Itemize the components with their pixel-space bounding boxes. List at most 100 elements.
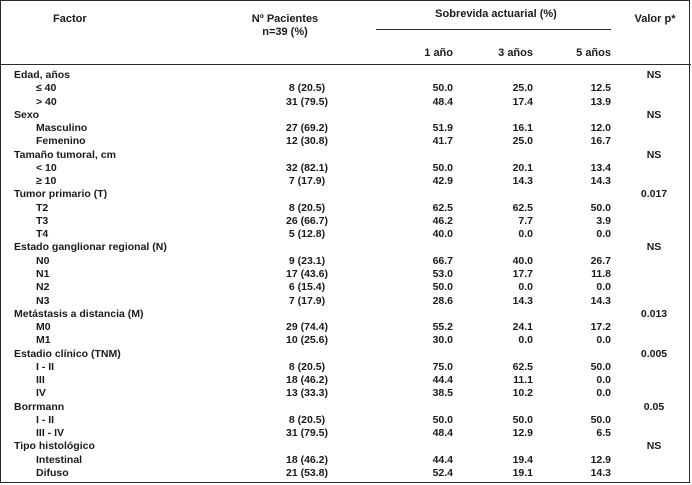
survival-3-years: 19.4 (512, 453, 533, 466)
category-label: I - II (36, 413, 55, 426)
category-label: N2 (36, 281, 50, 294)
survival-1-year: 50.0 (432, 161, 453, 174)
patients-count: 5 (12.8) (288, 228, 326, 241)
survival-5-years: 3.9 (596, 214, 611, 227)
header-year3: 3 años (498, 47, 533, 59)
survival-5-years: 0.0 (596, 281, 611, 294)
table-row: > 40 31 (79.5) 48.4 17.4 13.9 (1, 96, 691, 109)
survival-3-years: 10.2 (512, 387, 533, 400)
survival-5-years: 0.0 (596, 228, 611, 241)
category-label: Masculino (36, 122, 88, 135)
survival-3-years: 25.0 (512, 82, 533, 95)
group-row: Tipo histológico NS (1, 440, 691, 453)
category-label: III (36, 374, 45, 387)
group-row: Estado ganglionar regional (N) NS (1, 241, 691, 254)
survival-1-year: 50.0 (432, 281, 453, 294)
patients-count: 17 (43.6) (285, 267, 329, 280)
survival-5-years: 12.5 (590, 82, 611, 95)
table-row: T3 26 (66.7) 46.2 7.7 3.9 (1, 215, 691, 228)
patients-count: 31 (79.5) (285, 427, 329, 440)
patients-count: 13 (33.3) (285, 387, 329, 400)
survival-1-year: 41.7 (432, 135, 453, 148)
factor-label: Tamaño tumoral, cm (14, 148, 116, 161)
survival-3-years: 20.1 (512, 161, 533, 174)
patients-count: 8 (20.5) (288, 201, 326, 214)
survival-1-year: 62.5 (432, 201, 453, 214)
header-year5: 5 años (576, 47, 611, 59)
category-label: T3 (36, 214, 49, 227)
table-row: III 18 (46.2) 44.4 11.1 0.0 (1, 374, 691, 387)
header-patients-n: n=39 (%) (262, 26, 308, 38)
survival-3-years: 0.0 (518, 334, 533, 347)
category-label: Femenino (36, 135, 86, 148)
survival-5-years: 50.0 (590, 360, 611, 373)
table-row: T2 8 (20.5) 62.5 62.5 50.0 (1, 202, 691, 215)
p-value: 0.05 (643, 400, 665, 413)
factor-label: Tipo histológico (14, 440, 95, 453)
p-value: 0.013 (640, 307, 668, 320)
patients-count: 12 (30.8) (285, 135, 329, 148)
table-row: IV 13 (33.3) 38.5 10.2 0.0 (1, 387, 691, 400)
survival-3-years: 7.7 (518, 214, 533, 227)
category-label: Difuso (36, 466, 69, 479)
survival-1-year: 50.0 (432, 82, 453, 95)
survival-5-years: 14.3 (590, 294, 611, 307)
category-label: I - II (36, 360, 55, 373)
category-label: IV (36, 387, 46, 400)
category-label: T4 (36, 228, 49, 241)
survival-3-years: 62.5 (512, 360, 533, 373)
survival-1-year: 44.4 (432, 453, 453, 466)
survival-1-year: 44.4 (432, 374, 453, 387)
survival-5-years: 12.9 (590, 453, 611, 466)
survival-1-year: 66.7 (432, 254, 453, 267)
survival-5-years: 16.7 (590, 135, 611, 148)
survival-5-years: 14.3 (590, 466, 611, 479)
category-label: N3 (36, 294, 50, 307)
table-row: < 10 32 (82.1) 50.0 20.1 13.4 (1, 162, 691, 175)
survival-5-years: 14.3 (590, 175, 611, 188)
group-row: Tamaño tumoral, cm NS (1, 149, 691, 162)
survival-5-years: 26.7 (590, 254, 611, 267)
table-row: Femenino 12 (30.8) 41.7 25.0 16.7 (1, 135, 691, 148)
category-label: > 40 (36, 95, 57, 108)
patients-count: 8 (20.5) (288, 413, 326, 426)
survival-3-years: 62.5 (512, 201, 533, 214)
factor-label: Edad, años (14, 69, 71, 81)
factor-label: Sexo (14, 108, 40, 121)
category-label: Intestinal (36, 453, 83, 466)
survival-1-year: 48.4 (432, 427, 453, 440)
table-row: M0 29 (74.4) 55.2 24.1 17.2 (1, 321, 691, 334)
patients-count: 29 (74.4) (285, 321, 329, 334)
survival-1-year: 28.6 (432, 294, 453, 307)
survival-5-years: 0.0 (596, 387, 611, 400)
survival-1-year: 51.9 (432, 122, 453, 135)
table-row: ≥ 10 7 (17.9) 42.9 14.3 14.3 (1, 175, 691, 188)
survival-5-years: 11.8 (591, 267, 611, 280)
survival-3-years: 25.0 (512, 135, 533, 148)
survival-3-years: 17.4 (512, 95, 533, 108)
table-row: N1 17 (43.6) 53.0 17.7 11.8 (1, 268, 691, 281)
factor-label: Metástasis a distancia (M) (14, 307, 144, 320)
group-row: Estadio clínico (TNM) 0.005 (1, 348, 691, 361)
survival-5-years: 13.9 (590, 95, 611, 108)
header-survival: Sobrevida actuarial (%) (435, 8, 557, 20)
category-label: N1 (36, 267, 50, 280)
survival-3-years: 11.1 (513, 374, 533, 387)
header-patients-label: Nº Pacientes (251, 13, 319, 25)
survival-1-year: 38.5 (432, 387, 453, 400)
patients-count: 8 (20.5) (288, 360, 326, 373)
patients-count: 21 (53.8) (285, 466, 329, 479)
p-value: NS (646, 440, 662, 453)
category-label: < 10 (36, 161, 57, 174)
survival-5-years: 0.0 (596, 374, 611, 387)
survival-5-years: 50.0 (590, 413, 611, 426)
table-row: T4 5 (12.8) 40.0 0.0 0.0 (1, 228, 691, 241)
category-label: N0 (36, 254, 50, 267)
factor-label: Estadio clínico (TNM) (14, 347, 121, 360)
header-year1: 1 año (424, 47, 453, 59)
group-row: Edad, años NS (1, 69, 691, 82)
header-survival-rule (376, 29, 611, 30)
survival-3-years: 50.0 (512, 413, 533, 426)
survival-3-years: 24.1 (512, 321, 533, 334)
